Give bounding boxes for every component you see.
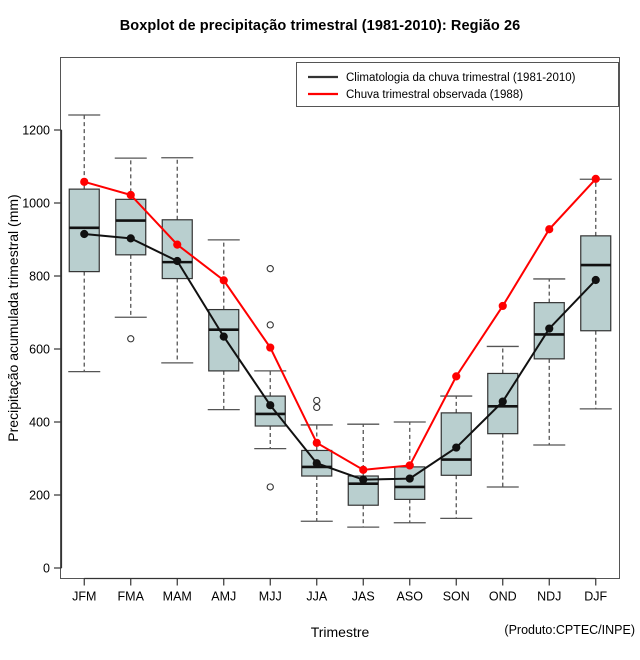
boxplot-box: [207, 239, 240, 411]
series-point: [80, 229, 89, 239]
x-axis-tick-label: DJF: [584, 590, 607, 604]
x-axis-tick-label: MJJ: [259, 590, 282, 604]
box-outlier-point: [313, 403, 321, 412]
boxplot-box: [533, 278, 566, 446]
series-point: [359, 475, 368, 484]
x-axis-tick-label: JFM: [72, 590, 96, 604]
legend-box: [296, 62, 619, 107]
chart-title: Boxplot de precipitação trimestral (1981…: [119, 18, 521, 34]
x-axis-tick-label: NDJ: [537, 590, 561, 604]
box-iqr: [115, 198, 147, 256]
series-point: [359, 465, 368, 474]
y-axis-tick-label: 1200: [22, 124, 50, 138]
series-point: [498, 301, 507, 311]
y-axis-title: Precipitação acumulada trimestral (mm): [5, 194, 21, 441]
boxplot-box: [114, 157, 147, 343]
legend-label: Climatologia da chuva trimestral (1981-2…: [346, 72, 576, 84]
y-axis-tick-label: 600: [29, 343, 50, 357]
boxplot-box: [254, 265, 287, 491]
x-axis-tick-label: JJA: [306, 590, 328, 604]
boxplot-box: [486, 345, 519, 488]
series-point: [173, 240, 182, 249]
box-outlier-point: [266, 483, 274, 491]
series-point: [173, 256, 182, 266]
credit-label: (Produto:CPTEC/INPE): [504, 623, 635, 637]
series-point: [591, 174, 600, 184]
series-point: [219, 276, 228, 285]
series-point: [498, 397, 507, 406]
series-point: [312, 438, 321, 447]
x-axis-tick-label: ASO: [397, 590, 424, 604]
legend: Climatologia da chuva trimestral (1981-2…: [296, 62, 619, 107]
series-climatology: [80, 229, 600, 484]
box-outlier-point: [127, 335, 135, 343]
y-axis-tick-label: 1000: [22, 197, 50, 211]
box-outlier-point: [266, 321, 274, 329]
y-axis-tick-label: 200: [29, 489, 50, 503]
series-observed: [80, 174, 600, 474]
boxplot-box: [161, 157, 194, 364]
x-axis-tick-label: AMJ: [211, 590, 236, 604]
boxplot-box: [579, 178, 612, 410]
y-axis-tick-label: 0: [43, 562, 50, 576]
box-iqr: [254, 395, 286, 427]
series-point: [591, 275, 600, 285]
x-axis-title: Trimestre: [311, 624, 370, 640]
boxplot-box: [440, 395, 473, 520]
boxplot-series: [68, 114, 612, 528]
series-point: [80, 177, 89, 186]
series-line: [83, 178, 597, 471]
box-outlier-point: [313, 396, 321, 405]
series-point: [545, 324, 554, 333]
series-point: [545, 225, 554, 234]
x-axis: JFM FMA MAM AMJ MJJ JJA JAS ASO SON OND NDJ DJF: [72, 577, 608, 604]
series-point: [452, 372, 461, 381]
x-axis-tick-label: OND: [489, 590, 517, 604]
x-axis-tick-label: SON: [443, 590, 470, 604]
boxplot-box: [68, 114, 101, 373]
box-iqr: [161, 219, 193, 280]
boxplot-box: [393, 421, 426, 524]
series-point: [452, 443, 461, 452]
series-point: [126, 190, 135, 200]
series-point: [219, 332, 228, 341]
y-axis: 0 200 400 600 800 1000 1200: [22, 124, 63, 576]
series-point: [266, 343, 275, 352]
x-axis-tick-label: FMA: [118, 590, 145, 604]
box-iqr: [301, 449, 333, 477]
series-point: [405, 461, 414, 470]
series-point: [126, 234, 135, 243]
y-axis-tick-label: 800: [29, 270, 50, 284]
x-axis-tick-label: JAS: [352, 590, 375, 604]
series-point: [405, 474, 414, 483]
y-axis-tick-label: 400: [29, 416, 50, 430]
series-point: [266, 401, 275, 410]
box-outlier-point: [266, 265, 274, 273]
legend-label: Chuva trimestral observada (1988): [346, 89, 523, 101]
series-line: [84, 233, 597, 481]
x-axis-tick-label: MAM: [163, 590, 192, 604]
line-series: [80, 174, 600, 484]
series-point: [312, 459, 321, 468]
